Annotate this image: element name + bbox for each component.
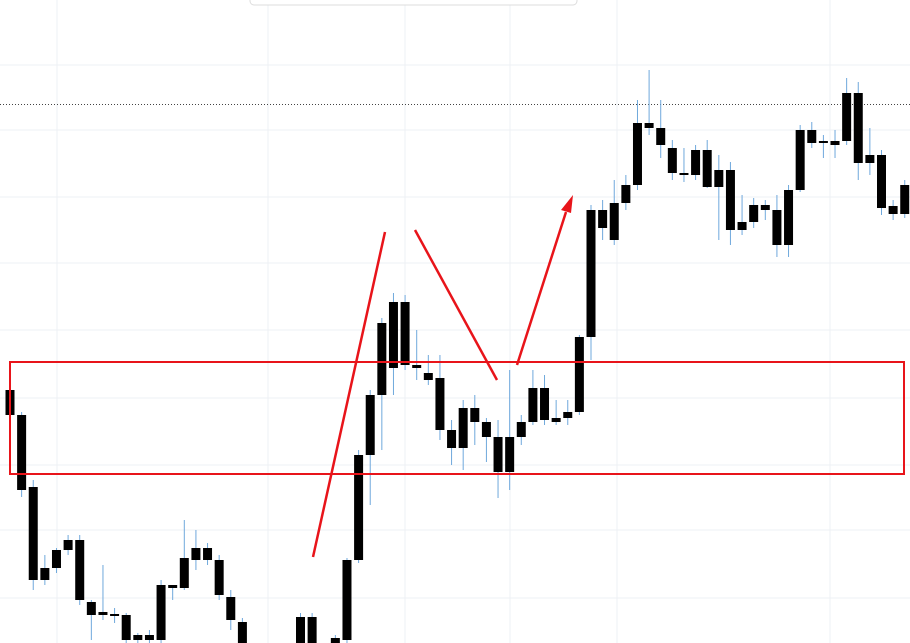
candle-body <box>760 205 770 210</box>
candle-body <box>40 568 50 580</box>
toolbar-box <box>249 0 578 6</box>
candle-body <box>377 323 387 395</box>
candle-body <box>17 415 27 490</box>
candle-body <box>447 430 457 448</box>
candle-body <box>63 540 73 550</box>
candle-body <box>110 614 120 616</box>
candle-body <box>598 210 608 228</box>
candle-body <box>737 222 747 230</box>
trend-line <box>413 229 499 381</box>
candle-body <box>528 388 538 422</box>
candle-body <box>784 190 794 245</box>
candle-body <box>656 128 666 145</box>
candle-body <box>98 612 108 615</box>
candle-body <box>400 302 410 365</box>
candle-body <box>807 130 817 143</box>
candles <box>5 70 910 643</box>
candle-body <box>412 365 422 368</box>
candle-body <box>481 422 491 437</box>
candle-body <box>179 558 189 588</box>
candle-body <box>458 408 468 448</box>
candle-body <box>900 185 910 214</box>
candle-body <box>423 373 433 380</box>
candle-body <box>877 155 886 208</box>
candle-body <box>551 418 561 422</box>
candle-body <box>342 560 352 640</box>
candle-body <box>795 130 805 190</box>
candle-body <box>621 185 631 203</box>
candle-body <box>632 123 642 185</box>
candle-body <box>28 487 38 580</box>
candle-body <box>133 635 143 640</box>
candle-body <box>830 141 840 145</box>
candle-body <box>307 617 317 643</box>
annotations <box>9 195 905 558</box>
candle-body <box>725 170 735 230</box>
candle-body <box>470 408 480 422</box>
candle-body <box>888 206 898 214</box>
candle-body <box>121 615 131 640</box>
candle-body <box>435 378 445 430</box>
candle-body <box>51 550 61 568</box>
candle-body <box>493 437 503 472</box>
arrow-head <box>561 195 573 213</box>
candle-body <box>563 412 573 418</box>
candle-body <box>86 602 96 615</box>
candle-body <box>156 585 166 640</box>
candle-body <box>702 150 712 187</box>
trend-arrow <box>515 211 568 366</box>
candle-body <box>516 422 526 437</box>
candle-body <box>586 210 596 337</box>
candle-body <box>691 150 701 175</box>
candle-body <box>818 141 828 143</box>
candle-body <box>203 548 213 560</box>
candle-body <box>644 123 654 128</box>
zone-rectangle <box>9 361 905 475</box>
candle-body <box>609 203 619 240</box>
trend-line <box>311 231 387 558</box>
candle-body <box>505 437 515 472</box>
candle-body <box>842 93 852 141</box>
candle-body <box>772 210 782 245</box>
candle-body <box>354 455 364 560</box>
candle-body <box>330 638 340 643</box>
candle-body <box>865 155 875 163</box>
candle-body <box>679 173 689 175</box>
candle-body <box>75 540 85 600</box>
candle-body <box>667 148 677 173</box>
candle-body <box>191 548 201 560</box>
candle-body <box>237 622 247 643</box>
candle-body <box>540 388 550 420</box>
candle-body <box>296 617 305 643</box>
candle-body <box>214 560 224 595</box>
candle-body <box>574 337 584 412</box>
candle-body <box>144 635 154 640</box>
candle-body <box>853 93 863 163</box>
candle-body <box>749 205 759 222</box>
candle-body <box>714 170 724 187</box>
candle-body <box>365 395 375 455</box>
candle-body <box>168 585 178 588</box>
candle-body <box>226 597 236 620</box>
candle-body <box>388 302 398 368</box>
